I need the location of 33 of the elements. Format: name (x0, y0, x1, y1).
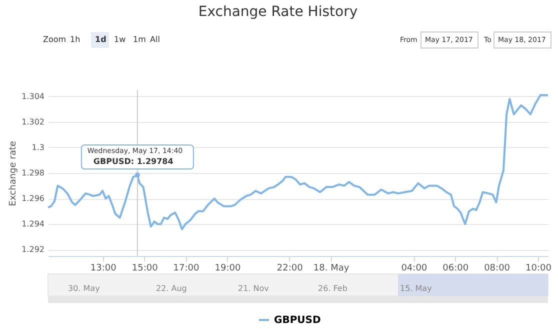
y-axis-title: Exchange rate (8, 140, 19, 206)
x-tick-label: 08:00 (484, 264, 510, 274)
x-tick-label: 13:00 (90, 264, 117, 274)
y-tick-label: 1.304 (22, 92, 44, 101)
x-tick-label: 15:00 (132, 264, 158, 274)
x-tick-label: 18. May (313, 264, 350, 274)
y-tick-label: 1.296 (22, 194, 44, 204)
text: Zoom (43, 35, 66, 44)
text: 1h (70, 35, 80, 44)
legend-label: GBPUSD (274, 315, 321, 326)
x-tick-label: 19:00 (214, 264, 241, 274)
text: 26. Feb (318, 284, 348, 293)
x-tick-label: 10:00 (526, 264, 552, 274)
chart-title: Exchange Rate History (198, 4, 358, 20)
y-tick-label: 1.3 (32, 142, 44, 152)
x-tick-label: 06:00 (442, 264, 469, 274)
text: All (150, 35, 160, 44)
x-tick-label: 17:00 (173, 264, 200, 274)
text: 30. May (68, 284, 100, 293)
x-tick-label: 22:00 (276, 264, 304, 274)
y-tick-label: 1.298 (22, 168, 44, 178)
y-tick-label: 1.292 (22, 245, 44, 254)
line-series (47, 94, 549, 230)
annotation: GBPUSD: 1.29784 (93, 157, 174, 166)
y-tick-label: 1.302 (22, 117, 44, 126)
text: 1d (95, 35, 107, 44)
text: 15. May (400, 284, 432, 293)
y-tick-label: 1.294 (22, 220, 44, 229)
x-tick-label: 04:00 (401, 264, 428, 274)
text: 1w (114, 35, 126, 44)
text: 21. Nov (238, 284, 270, 293)
text: 22. Aug (156, 284, 187, 293)
text: 1m (133, 35, 146, 44)
